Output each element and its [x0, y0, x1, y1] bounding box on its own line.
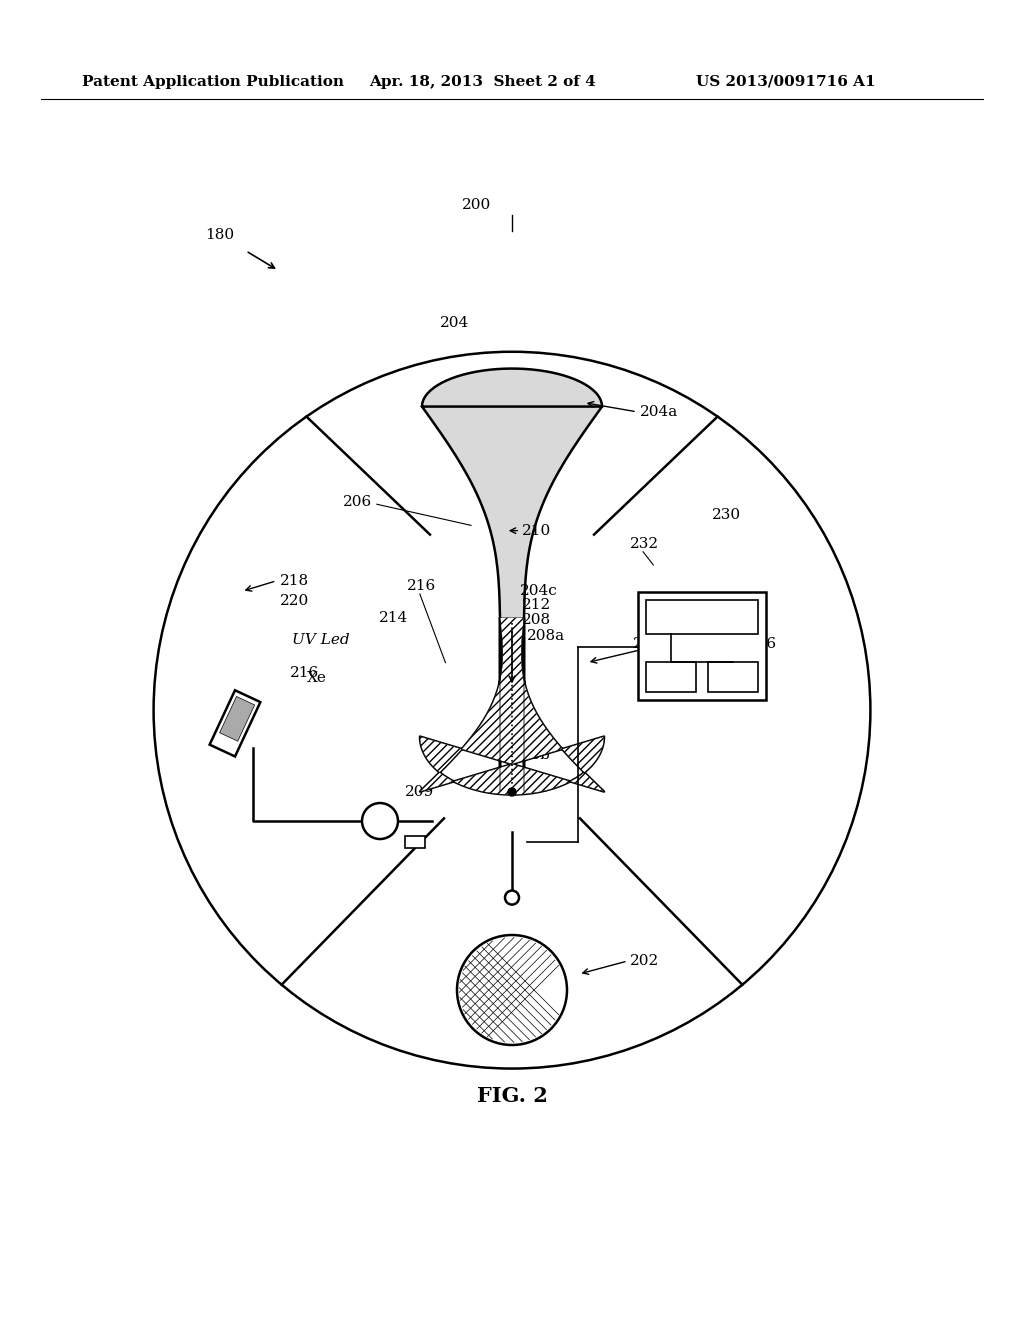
Text: 209: 209	[404, 785, 434, 799]
Text: 208: 208	[522, 614, 551, 627]
Text: 214: 214	[379, 611, 409, 624]
Text: 216: 216	[407, 579, 436, 593]
Circle shape	[362, 803, 398, 840]
Polygon shape	[422, 368, 602, 618]
Circle shape	[505, 891, 519, 904]
Text: 204b: 204b	[655, 640, 694, 653]
Text: 210: 210	[522, 524, 552, 537]
Bar	[708, 661, 758, 692]
Text: 232: 232	[630, 537, 658, 550]
Bar	[638, 591, 766, 700]
Text: FIG. 2: FIG. 2	[476, 1085, 548, 1106]
Text: Apr. 18, 2013  Sheet 2 of 4: Apr. 18, 2013 Sheet 2 of 4	[369, 75, 595, 88]
Text: 200: 200	[462, 198, 490, 211]
Bar	[406, 836, 425, 849]
Text: 208a: 208a	[527, 630, 565, 643]
Bar	[646, 661, 696, 692]
Text: Xe: Xe	[307, 672, 327, 685]
Circle shape	[508, 788, 516, 796]
Polygon shape	[420, 368, 604, 795]
Text: 230: 230	[712, 508, 740, 521]
Text: 204c: 204c	[520, 585, 558, 598]
Text: 180: 180	[205, 228, 233, 242]
Text: 208b: 208b	[512, 748, 551, 762]
Text: 204: 204	[440, 317, 470, 330]
Text: Patent Application Publication: Patent Application Publication	[82, 75, 344, 88]
Text: 218: 218	[280, 574, 308, 587]
Text: UV Led: UV Led	[292, 634, 349, 647]
Text: 204a: 204a	[640, 405, 678, 418]
Bar	[646, 599, 758, 634]
Text: 220: 220	[280, 594, 309, 607]
Text: 236: 236	[748, 638, 776, 651]
Polygon shape	[420, 618, 604, 795]
Text: 212: 212	[522, 598, 552, 611]
Polygon shape	[219, 697, 255, 742]
Polygon shape	[210, 690, 260, 756]
Text: 206: 206	[343, 495, 373, 508]
Text: 234: 234	[633, 638, 662, 651]
Circle shape	[457, 935, 567, 1045]
Text: 202: 202	[630, 954, 659, 968]
Text: 216: 216	[290, 667, 319, 680]
Text: US 2013/0091716 A1: US 2013/0091716 A1	[696, 75, 876, 88]
